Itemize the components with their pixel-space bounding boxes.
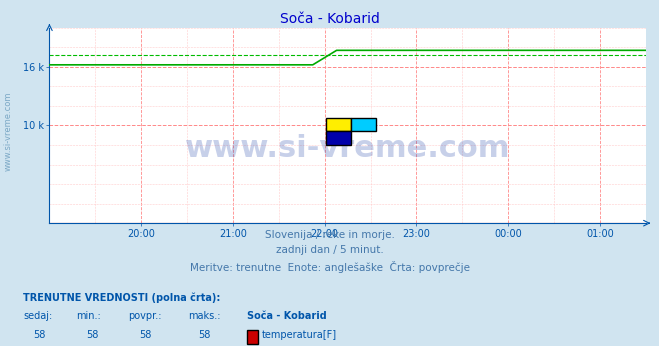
Text: temperatura[F]: temperatura[F]: [262, 330, 337, 340]
Text: min.:: min.:: [76, 311, 101, 321]
Text: Meritve: trenutne  Enote: anglešaške  Črta: povprečje: Meritve: trenutne Enote: anglešaške Črta…: [190, 261, 469, 273]
Text: Soča - Kobarid: Soča - Kobarid: [279, 12, 380, 26]
Text: zadnji dan / 5 minut.: zadnji dan / 5 minut.: [275, 245, 384, 255]
Text: povpr.:: povpr.:: [129, 311, 162, 321]
Text: Slovenija / reke in morje.: Slovenija / reke in morje.: [264, 230, 395, 240]
Text: www.si-vreme.com: www.si-vreme.com: [185, 134, 510, 163]
Text: TRENUTNE VREDNOSTI (polna črta):: TRENUTNE VREDNOSTI (polna črta):: [23, 292, 221, 303]
Text: 58: 58: [86, 330, 98, 340]
Text: sedaj:: sedaj:: [23, 311, 52, 321]
Text: 58: 58: [34, 330, 45, 340]
Text: www.si-vreme.com: www.si-vreme.com: [4, 92, 13, 171]
Text: Soča - Kobarid: Soča - Kobarid: [247, 311, 327, 321]
Text: 58: 58: [198, 330, 210, 340]
Text: 58: 58: [139, 330, 151, 340]
Text: maks.:: maks.:: [188, 311, 220, 321]
